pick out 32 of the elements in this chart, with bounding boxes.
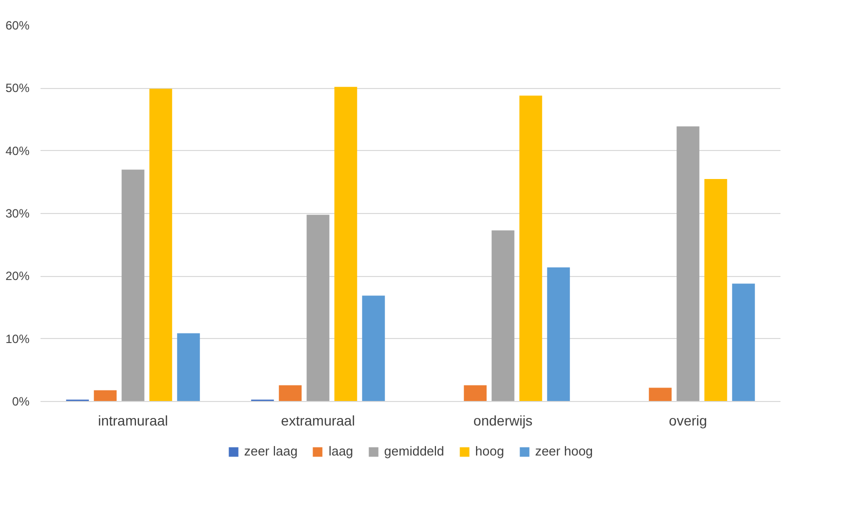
bar [704,179,728,402]
y-tick-label: 10% [5,332,30,346]
y-tick-label: 50% [5,81,30,96]
bar [94,390,117,402]
bar [278,385,302,402]
bar [464,385,487,402]
bar [306,214,330,402]
y-tick-label: 40% [5,144,30,158]
bar [676,126,700,402]
bar [547,267,570,402]
legend-label: gemiddeld [384,444,444,458]
legend-label: zeer hoog [535,444,593,458]
bar [177,333,200,402]
y-tick-label: 30% [5,206,30,220]
bar [149,88,172,402]
legend-label: laag [328,444,354,458]
x-tick-label: intramuraal [98,412,168,428]
y-tick-label: 60% [5,18,30,32]
bar [648,388,672,402]
bar [732,284,755,402]
x-tick-label: overig [668,412,708,428]
x-tick-label: extramuraal [281,412,355,428]
bar [492,230,514,402]
bar [519,96,542,402]
bar [122,170,144,402]
bar [334,86,358,402]
y-tick-label: 20% [5,269,30,284]
legend-label: zeer laag [244,444,298,458]
bar [362,296,385,402]
x-tick-label: onderwijs [473,412,533,428]
y-tick-label: 0% [12,394,30,408]
legend-label: hoog [475,444,504,458]
